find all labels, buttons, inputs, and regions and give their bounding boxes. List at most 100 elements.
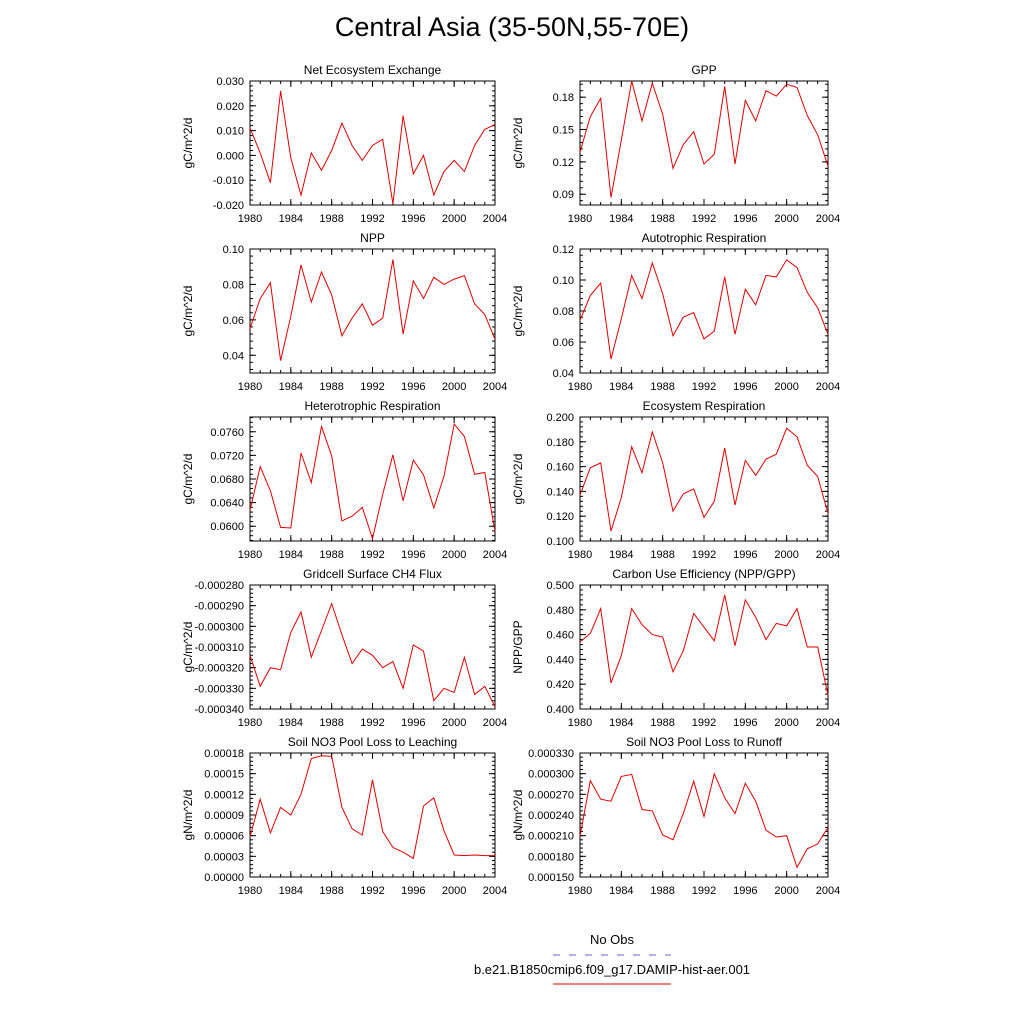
y-tick-label: 0.000210 — [528, 831, 574, 843]
x-tick-label: 1980 — [238, 549, 262, 561]
x-tick-label: 1996 — [733, 885, 757, 897]
x-tick-label: 2000 — [442, 885, 466, 897]
y-tick-label: 0.160 — [546, 462, 574, 474]
x-tick-label: 1980 — [568, 549, 592, 561]
x-tick-label: 1988 — [650, 381, 674, 393]
y-tick-label: 0.04 — [223, 350, 244, 362]
panel-title-7: Gridcell Surface CH4 Flux — [303, 567, 442, 581]
y-tick-label: 0.09 — [553, 189, 574, 201]
panel-title-1: Net Ecosystem Exchange — [304, 63, 442, 77]
y-tick-label: 0.200 — [546, 412, 574, 424]
x-tick-label: 1996 — [401, 885, 425, 897]
panel-title-4: Autotrophic Respiration — [642, 231, 767, 245]
y-tick-label: 0.140 — [546, 486, 574, 498]
x-tick-label: 1984 — [609, 213, 633, 225]
y-tick-label: 0.06 — [223, 315, 244, 327]
x-tick-label: 2004 — [816, 213, 840, 225]
panel-title-3: NPP — [360, 231, 385, 245]
x-tick-label: 1984 — [609, 549, 633, 561]
y-tick-label: 0.000180 — [528, 851, 574, 863]
x-tick-label: 2004 — [816, 885, 840, 897]
series-line-9 — [249, 755, 495, 860]
x-tick-label: 2000 — [774, 213, 798, 225]
x-tick-label: 2004 — [483, 213, 507, 225]
y-axis-label-5: gC/m^2/d — [181, 454, 195, 505]
x-tick-label: 2000 — [774, 885, 798, 897]
x-tick-label: 1992 — [360, 213, 384, 225]
series-line-8 — [579, 594, 829, 696]
y-tick-label: 0.460 — [546, 630, 574, 642]
x-tick-label: 1992 — [692, 885, 716, 897]
x-tick-label: 2004 — [483, 885, 507, 897]
y-tick-label: 0.15 — [553, 125, 574, 137]
x-tick-label: 1984 — [279, 213, 303, 225]
series-line-4 — [579, 259, 829, 360]
x-tick-label: 1988 — [650, 885, 674, 897]
x-tick-label: 1992 — [692, 549, 716, 561]
x-tick-label: 1980 — [568, 717, 592, 729]
y-tick-label: 0.00012 — [204, 789, 244, 801]
y-tick-label: 0.180 — [546, 437, 574, 449]
y-tick-label: 0.120 — [546, 511, 574, 523]
y-tick-label: 0.08 — [223, 279, 244, 291]
plot-frame-6 — [579, 416, 829, 542]
y-tick-label: 0.030 — [216, 76, 244, 88]
plot-frame-8 — [579, 584, 829, 710]
y-tick-label: 0.500 — [546, 580, 574, 592]
y-tick-label: 0.0640 — [210, 498, 244, 510]
y-tick-label: 0.04 — [553, 368, 574, 380]
y-axis-label-1: gC/m^2/d — [181, 118, 195, 169]
x-tick-label: 2000 — [442, 717, 466, 729]
y-tick-label: 0.480 — [546, 605, 574, 617]
x-tick-label: 1996 — [401, 381, 425, 393]
x-tick-label: 1984 — [279, 549, 303, 561]
y-tick-label: -0.000310 — [194, 642, 244, 654]
panel-title-6: Ecosystem Respiration — [643, 399, 766, 413]
x-tick-label: 2004 — [816, 549, 840, 561]
panel-title-5: Heterotrophic Respiration — [304, 399, 440, 413]
y-tick-label: 0.020 — [216, 101, 244, 113]
y-tick-label: 0.06 — [553, 337, 574, 349]
x-tick-label: 1996 — [733, 549, 757, 561]
y-tick-label: -0.000330 — [194, 683, 244, 695]
y-tick-label: 0.00018 — [204, 748, 244, 760]
x-tick-label: 1988 — [319, 549, 343, 561]
x-tick-label: 1988 — [650, 213, 674, 225]
y-tick-label: 0.000300 — [528, 769, 574, 781]
x-tick-label: 1984 — [279, 885, 303, 897]
x-tick-label: 2000 — [442, 549, 466, 561]
plot-frame-4 — [579, 248, 829, 374]
x-tick-label: 1996 — [401, 549, 425, 561]
y-tick-label: 0.00006 — [204, 831, 244, 843]
y-axis-label-2: gC/m^2/d — [511, 118, 525, 169]
y-tick-label: 0.100 — [546, 536, 574, 548]
y-tick-label: 0.0680 — [210, 474, 244, 486]
panel-title-10: Soil NO3 Pool Loss to Runoff — [626, 735, 783, 749]
x-tick-label: 1984 — [609, 381, 633, 393]
y-tick-label: 0.400 — [546, 704, 574, 716]
y-axis-label-3: gC/m^2/d — [181, 286, 195, 337]
x-tick-label: 2004 — [816, 717, 840, 729]
x-tick-label: 1988 — [319, 885, 343, 897]
series-line-3 — [249, 259, 496, 361]
x-tick-label: 1996 — [733, 717, 757, 729]
y-tick-label: -0.010 — [213, 175, 244, 187]
y-tick-label: -0.000300 — [194, 621, 244, 633]
y-tick-label: 0.10 — [553, 275, 574, 287]
y-tick-label: 0.0720 — [210, 450, 244, 462]
x-tick-label: 1984 — [279, 717, 303, 729]
x-tick-label: 2000 — [442, 213, 466, 225]
x-tick-label: 2000 — [774, 717, 798, 729]
y-tick-label: 0.12 — [553, 157, 574, 169]
y-tick-label: 0.000 — [216, 150, 244, 162]
y-tick-label: 0.000330 — [528, 748, 574, 760]
y-tick-label: 0.10 — [223, 244, 244, 256]
x-tick-label: 1980 — [568, 381, 592, 393]
x-tick-label: 1984 — [609, 885, 633, 897]
x-tick-label: 1988 — [650, 717, 674, 729]
y-tick-label: 0.18 — [553, 92, 574, 104]
series-line-5 — [249, 422, 496, 541]
plot-frame-2 — [579, 80, 829, 206]
y-tick-label: 0.00015 — [204, 769, 244, 781]
